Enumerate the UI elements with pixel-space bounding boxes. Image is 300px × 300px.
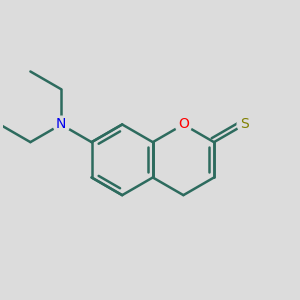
Text: N: N — [56, 118, 66, 131]
Text: O: O — [178, 118, 189, 131]
Text: S: S — [240, 118, 249, 131]
